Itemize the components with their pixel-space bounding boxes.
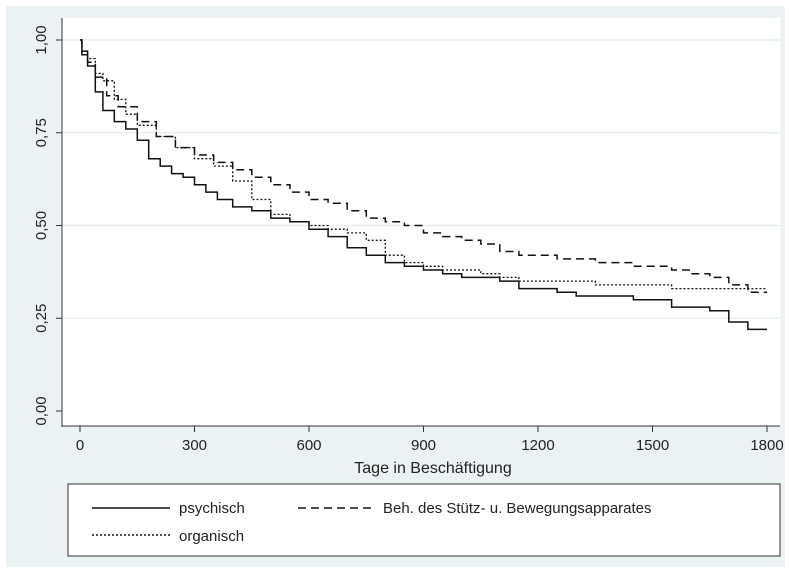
y-tick-label-2: 0,50 [33,211,50,240]
y-tick-label-1: 0,25 [33,304,50,333]
x-tick-label-5: 1500 [636,437,669,454]
x-axis-label: Tage in Beschäftigung [354,460,511,477]
legend-label-organisch: organisch [179,528,244,545]
tick-marks: 0,00 0,25 0,50 0,75 1,00 0 300 600 900 1200 1500 18… [33,25,784,454]
y-tick-label-4: 1,00 [33,25,50,54]
x-tick-label-1: 300 [182,437,207,454]
legend-box [67,483,781,557]
y-tick-label-3: 0,75 [33,118,50,147]
x-tick-label-6: 1800 [750,437,783,454]
x-tick-label-0: 0 [76,437,84,454]
y-tick-label-0: 0,00 [33,396,50,425]
grid-lines [62,39,780,319]
series-line-solid [80,39,767,331]
x-tick-label-4: 1200 [521,437,554,454]
series-line-dashed [80,39,767,294]
plot-area [61,17,781,427]
legend-label-psychisch: psychisch [179,500,245,517]
legend-label-beh: Beh. des Stütz- u. Bewegungsapparates [383,500,652,517]
series-lines [80,39,767,331]
x-tick-label-2: 600 [296,437,321,454]
x-tick-label-3: 900 [411,437,436,454]
axes [61,18,780,427]
series-line-dotted [80,39,767,290]
